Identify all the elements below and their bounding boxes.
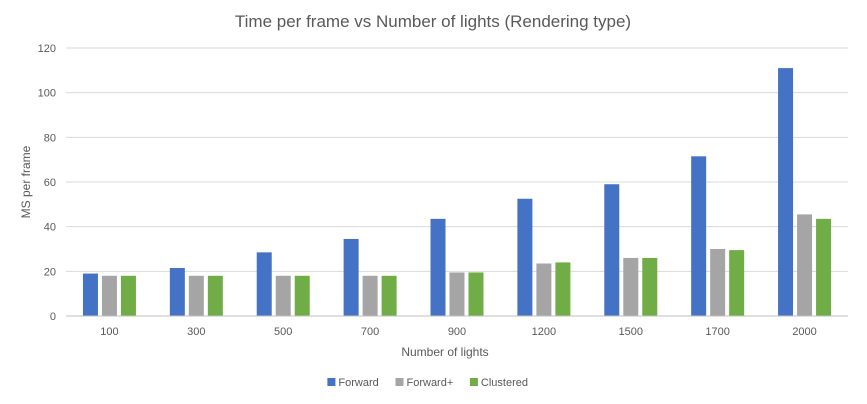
bar-forward xyxy=(778,68,794,316)
y-axis-ticks: 0 20 40 60 80 100 120 xyxy=(38,43,56,323)
y-axis-label: MS per frame xyxy=(19,145,33,218)
legend-swatch xyxy=(327,378,336,386)
bar-forward-plus xyxy=(362,275,378,316)
bar-forward-plus xyxy=(797,214,813,316)
bar-forward xyxy=(169,267,185,316)
bar-forward-plus xyxy=(188,275,204,316)
legend: Forward Forward+ Clustered xyxy=(327,377,528,389)
x-axis-ticks: 100 300 500 700 900 1200 1500 1700 2000 xyxy=(100,326,817,338)
x-tick-label: 300 xyxy=(187,326,205,338)
bar-clustered xyxy=(381,275,397,316)
bar-clustered xyxy=(207,275,223,316)
y-tick-label: 20 xyxy=(44,266,56,278)
bar-forward xyxy=(343,238,359,316)
bar-clustered xyxy=(555,262,571,316)
y-tick-label: 80 xyxy=(44,132,56,144)
y-tick-label: 40 xyxy=(44,222,56,234)
x-tick-label: 900 xyxy=(448,326,466,338)
y-tick-label: 0 xyxy=(50,311,56,323)
bar-clustered xyxy=(642,257,658,316)
bar-clustered xyxy=(816,218,832,316)
bar-forward xyxy=(82,273,98,316)
bar-clustered xyxy=(468,272,484,316)
x-tick-label: 1200 xyxy=(532,326,556,338)
chart-title: Time per frame vs Number of lights (Rend… xyxy=(235,12,631,31)
bar-forward xyxy=(604,184,620,316)
bar-forward-plus xyxy=(449,272,465,316)
legend-swatch xyxy=(395,378,404,386)
legend-label: Forward xyxy=(338,377,378,389)
bar-clustered xyxy=(729,250,745,316)
bar-forward-plus xyxy=(710,249,726,316)
legend-label: Forward+ xyxy=(407,377,454,389)
x-axis-label: Number of lights xyxy=(401,345,488,359)
legend-swatch xyxy=(469,378,478,386)
bar-clustered xyxy=(294,275,310,316)
x-tick-label: 2000 xyxy=(792,326,816,338)
bar-forward-plus xyxy=(101,275,117,316)
y-tick-label: 120 xyxy=(38,43,56,55)
x-tick-label: 100 xyxy=(100,326,118,338)
bar-forward xyxy=(430,218,446,316)
bar-forward xyxy=(256,252,272,316)
bars xyxy=(82,68,832,316)
x-tick-label: 500 xyxy=(274,326,292,338)
x-tick-label: 700 xyxy=(361,326,379,338)
bar-clustered xyxy=(120,275,136,316)
gridlines xyxy=(66,47,848,272)
bar-forward-plus xyxy=(275,275,291,316)
bar-forward-plus xyxy=(536,263,552,316)
bar-forward xyxy=(517,198,533,316)
x-tick-label: 1700 xyxy=(705,326,729,338)
bar-forward xyxy=(691,156,707,316)
bar-forward-plus xyxy=(623,257,639,316)
legend-label: Clustered xyxy=(481,377,528,389)
y-tick-label: 100 xyxy=(38,88,56,100)
x-tick-label: 1500 xyxy=(619,326,643,338)
y-tick-label: 60 xyxy=(44,177,56,189)
